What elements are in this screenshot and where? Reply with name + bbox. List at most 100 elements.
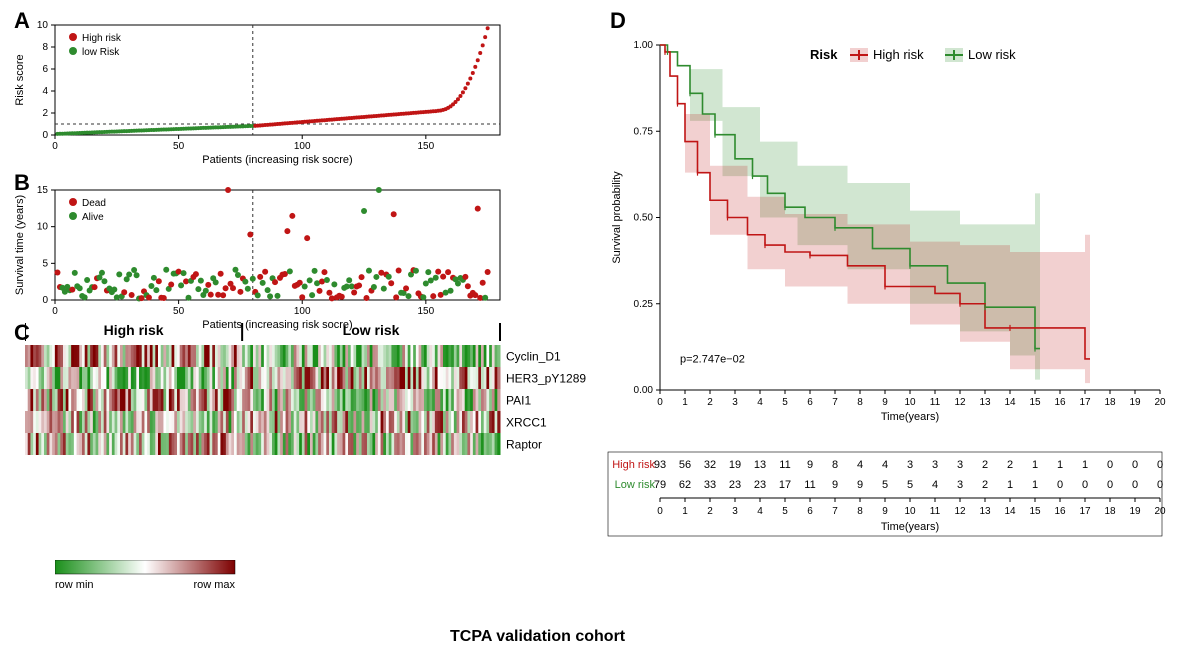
svg-text:High risk: High risk — [612, 459, 655, 471]
svg-text:14: 14 — [1004, 506, 1016, 517]
panel-c-color-legend: row min row max — [55, 560, 335, 599]
svg-text:11: 11 — [930, 506, 941, 517]
svg-text:14: 14 — [1004, 397, 1016, 408]
svg-text:HER3_pY1289: HER3_pY1289 — [506, 371, 586, 385]
svg-text:2: 2 — [1007, 459, 1013, 471]
svg-text:XRCC1: XRCC1 — [506, 415, 547, 429]
svg-text:23: 23 — [729, 479, 741, 491]
svg-text:0: 0 — [1132, 479, 1138, 491]
svg-text:8: 8 — [832, 459, 838, 471]
svg-text:0: 0 — [657, 506, 663, 517]
svg-text:13: 13 — [979, 397, 991, 408]
svg-text:150: 150 — [417, 141, 434, 152]
svg-text:1: 1 — [682, 506, 688, 517]
svg-text:32: 32 — [704, 459, 716, 471]
svg-text:Time(years): Time(years) — [881, 411, 939, 423]
svg-text:62: 62 — [679, 479, 691, 491]
svg-text:10: 10 — [904, 506, 916, 517]
svg-text:4: 4 — [757, 506, 763, 517]
svg-text:79: 79 — [654, 479, 666, 491]
svg-text:Low risk: Low risk — [343, 322, 400, 338]
svg-text:5: 5 — [42, 258, 48, 269]
svg-text:Low risk: Low risk — [615, 479, 656, 491]
svg-text:15: 15 — [1029, 397, 1041, 408]
svg-text:3: 3 — [732, 397, 738, 408]
svg-text:17: 17 — [1079, 506, 1091, 517]
svg-text:18: 18 — [1104, 397, 1116, 408]
figure: { "labels": { "A": "A", "B": "B", "C": "… — [0, 0, 1200, 658]
svg-text:19: 19 — [1129, 506, 1141, 517]
svg-text:5: 5 — [882, 479, 888, 491]
svg-text:1: 1 — [1032, 479, 1038, 491]
svg-text:9: 9 — [857, 479, 863, 491]
svg-text:5: 5 — [782, 397, 788, 408]
svg-text:16: 16 — [1054, 397, 1066, 408]
svg-text:3: 3 — [957, 479, 963, 491]
svg-text:33: 33 — [704, 479, 716, 491]
svg-text:1: 1 — [1057, 459, 1063, 471]
svg-text:5: 5 — [907, 479, 913, 491]
svg-text:23: 23 — [754, 479, 766, 491]
svg-text:20: 20 — [1154, 397, 1166, 408]
panel-c-heatmap: High riskLow riskCyclin_D1HER3_pY1289PAI… — [25, 315, 620, 485]
svg-text:Dead: Dead — [82, 198, 106, 209]
svg-text:13: 13 — [754, 459, 766, 471]
svg-text:2: 2 — [982, 479, 988, 491]
svg-text:20: 20 — [1154, 506, 1166, 517]
svg-text:56: 56 — [679, 459, 691, 471]
svg-text:50: 50 — [173, 141, 185, 152]
svg-text:0.75: 0.75 — [634, 126, 654, 137]
svg-text:0: 0 — [52, 141, 58, 152]
svg-text:Cyclin_D1: Cyclin_D1 — [506, 349, 561, 363]
svg-text:Risk score: Risk score — [14, 54, 26, 105]
svg-text:8: 8 — [42, 42, 48, 53]
svg-text:7: 7 — [832, 506, 838, 517]
svg-text:row max: row max — [193, 579, 235, 591]
svg-text:12: 12 — [954, 506, 966, 517]
svg-text:12: 12 — [954, 397, 966, 408]
svg-text:10: 10 — [37, 20, 49, 31]
svg-text:4: 4 — [757, 397, 763, 408]
svg-text:2: 2 — [42, 108, 48, 119]
svg-text:10: 10 — [37, 222, 49, 233]
svg-text:16: 16 — [1054, 506, 1066, 517]
svg-text:17: 17 — [1079, 397, 1091, 408]
svg-text:10: 10 — [904, 397, 916, 408]
cohort-title: TCPA validation cohort — [450, 628, 625, 646]
svg-text:6: 6 — [807, 397, 813, 408]
svg-text:93: 93 — [654, 459, 666, 471]
svg-text:3: 3 — [907, 459, 913, 471]
svg-text:0: 0 — [1107, 459, 1113, 471]
svg-text:1: 1 — [1082, 459, 1088, 471]
panel-a-risk-score-scatter: 0501001500246810Patients (increasing ris… — [0, 13, 565, 183]
panel-d-risk-table: High riskLow risk93790566213233219233132… — [605, 450, 1185, 585]
svg-text:19: 19 — [1129, 397, 1141, 408]
svg-text:0.00: 0.00 — [634, 385, 654, 396]
svg-text:6: 6 — [807, 506, 813, 517]
svg-text:row min: row min — [55, 579, 94, 591]
svg-text:Survival probability: Survival probability — [611, 171, 623, 264]
svg-text:18: 18 — [1104, 506, 1116, 517]
svg-text:Time(years): Time(years) — [881, 521, 939, 533]
svg-text:0: 0 — [1057, 479, 1063, 491]
panel-d-km-curve: 012345678910111213141516171819200.000.25… — [605, 30, 1185, 435]
svg-text:8: 8 — [857, 397, 863, 408]
svg-text:2: 2 — [707, 397, 713, 408]
svg-text:4: 4 — [932, 479, 938, 491]
svg-text:3: 3 — [932, 459, 938, 471]
svg-text:9: 9 — [807, 459, 813, 471]
svg-text:19: 19 — [729, 459, 741, 471]
svg-text:15: 15 — [37, 185, 49, 196]
svg-text:11: 11 — [779, 459, 790, 471]
svg-text:15: 15 — [1029, 506, 1041, 517]
svg-text:7: 7 — [832, 397, 838, 408]
svg-text:13: 13 — [979, 506, 991, 517]
svg-text:low Risk: low Risk — [82, 47, 120, 58]
svg-text:0: 0 — [42, 130, 48, 141]
svg-text:0: 0 — [42, 295, 48, 306]
svg-text:11: 11 — [930, 397, 941, 408]
svg-text:1: 1 — [682, 397, 688, 408]
svg-text:Survival time (years): Survival time (years) — [14, 195, 26, 295]
svg-text:0: 0 — [1107, 479, 1113, 491]
svg-text:17: 17 — [779, 479, 791, 491]
